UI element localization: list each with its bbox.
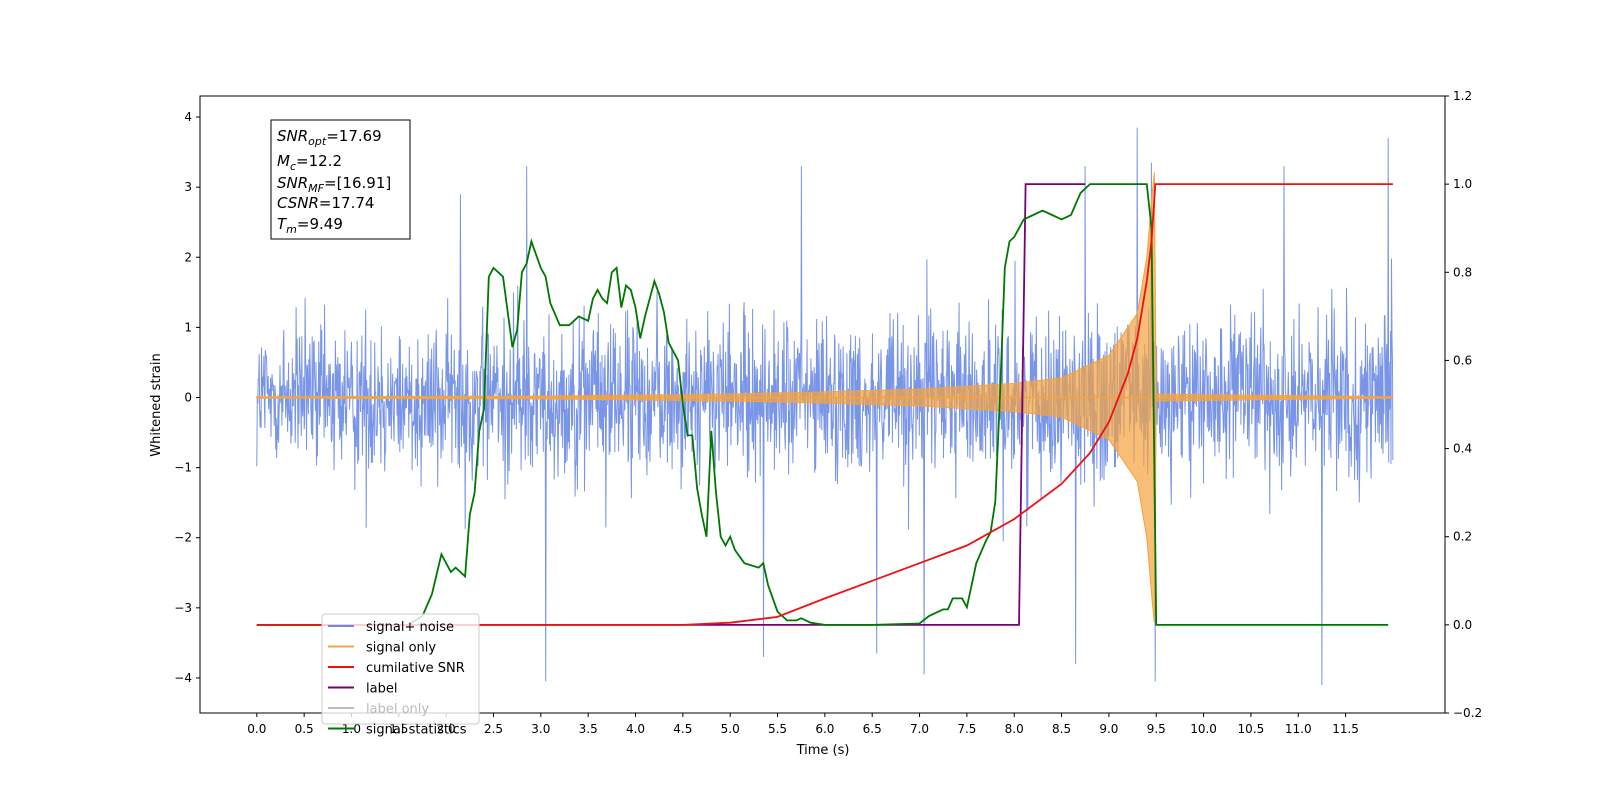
x-tick-label: 1.5 (389, 722, 408, 736)
plot-area (256, 127, 1394, 686)
y-tick-label: 4 (184, 110, 192, 124)
y2-tick-label: −0.2 (1453, 706, 1482, 720)
y2-tick-label: 0.6 (1453, 353, 1472, 367)
signal-noise-series (256, 127, 1394, 686)
x-tick-label: 10.0 (1190, 722, 1217, 736)
signal-noise-line (256, 127, 1394, 686)
annotation-frame (270, 119, 411, 240)
axes-frame (199, 95, 1446, 714)
signal-statistics-line (256, 183, 1389, 626)
y-tick-label: −1 (174, 461, 192, 475)
x-tick-label: 2.0 (437, 722, 456, 736)
x-axis-ticks: 0.0 0.5 1.0 1.5 2.0 2.5 3.0 3.5 4.0 4.5 5.0 5.5 6.0 6… (247, 713, 1359, 736)
y-axis-left-ticks: 4 3 2 1 0 −1 −2 −3 −4 (174, 110, 200, 685)
x-tick-label: 10.5 (1238, 722, 1265, 736)
x-tick-label: 6.5 (863, 722, 882, 736)
x-tick-label: 0.5 (295, 722, 314, 736)
x-tick-label: 3.5 (579, 722, 598, 736)
legend-label: signal only (366, 641, 436, 656)
x-axis-label: Time (s) (796, 743, 850, 758)
right-axis-series (256, 183, 1393, 626)
signal-only-series (256, 172, 1394, 623)
annotation-line: SNRopt=17.69 (277, 127, 382, 148)
x-tick-label: 9.0 (1099, 722, 1118, 736)
x-tick-label: 8.5 (1052, 722, 1071, 736)
y-tick-label: 0 (184, 390, 192, 404)
legend-label: label only (366, 702, 429, 717)
legend-item: cumilative SNR (328, 661, 465, 676)
x-tick-label: 5.5 (768, 722, 787, 736)
x-tick-label: 6.0 (815, 722, 834, 736)
x-tick-label: 7.0 (910, 722, 929, 736)
y-tick-label: 2 (184, 250, 192, 264)
y-axis-label: Whitened strain (149, 353, 164, 456)
y2-tick-label: 0.2 (1453, 530, 1472, 544)
legend-item: signal+ noise (328, 620, 454, 635)
y-tick-label: 1 (184, 320, 192, 334)
x-tick-label: 8.0 (1005, 722, 1024, 736)
y-tick-label: 3 (184, 180, 192, 194)
y-tick-label: −2 (174, 531, 192, 545)
legend-item: label only (328, 702, 429, 717)
annotation-line: Mc=12.2 (277, 152, 342, 173)
legend-item: signal statistics (328, 723, 467, 738)
x-tick-label: 5.0 (721, 722, 740, 736)
y-axis-right-ticks: 1.2 1.0 0.8 0.6 0.4 0.2 0.0 −0.2 (1445, 89, 1482, 720)
legend-label: signal statistics (366, 723, 467, 738)
x-tick-label: 0.0 (247, 722, 266, 736)
legend-label: cumilative SNR (366, 661, 465, 676)
legend-label: label (366, 682, 397, 697)
y2-tick-label: 0.4 (1453, 442, 1472, 456)
legend: signal+ noise signal only cumilative SNR la… (321, 613, 480, 738)
cumulative-snr-line (256, 183, 1393, 626)
y-tick-label: −3 (174, 601, 192, 615)
x-tick-label: 7.5 (957, 722, 976, 736)
legend-label: signal+ noise (366, 620, 454, 635)
y-tick-label: −4 (174, 671, 192, 685)
x-tick-label: 11.0 (1285, 722, 1312, 736)
legend-item: label (328, 682, 397, 697)
y2-tick-label: 0.8 (1453, 265, 1472, 279)
legend-frame (321, 613, 480, 725)
annotation-line: SNRMF=[16.91] (277, 174, 391, 195)
y2-tick-label: 1.2 (1453, 89, 1472, 103)
stats-annotation-box: SNRopt=17.69 Mc=12.2SNRMF=[16.91]CSNR=17.… (270, 119, 411, 240)
annotation-line: Tm=9.49 (277, 215, 343, 236)
y2-tick-label: 0.0 (1453, 618, 1472, 632)
legend-item: signal only (328, 641, 436, 656)
x-tick-label: 4.5 (673, 722, 692, 736)
x-tick-label: 3.0 (531, 722, 550, 736)
annotation-line: CSNR=17.74 (277, 194, 374, 212)
x-tick-label: 9.5 (1147, 722, 1166, 736)
x-tick-label: 2.5 (484, 722, 503, 736)
x-tick-label: 11.5 (1332, 722, 1359, 736)
x-tick-label: 4.0 (626, 722, 645, 736)
y2-tick-label: 1.0 (1453, 177, 1472, 191)
